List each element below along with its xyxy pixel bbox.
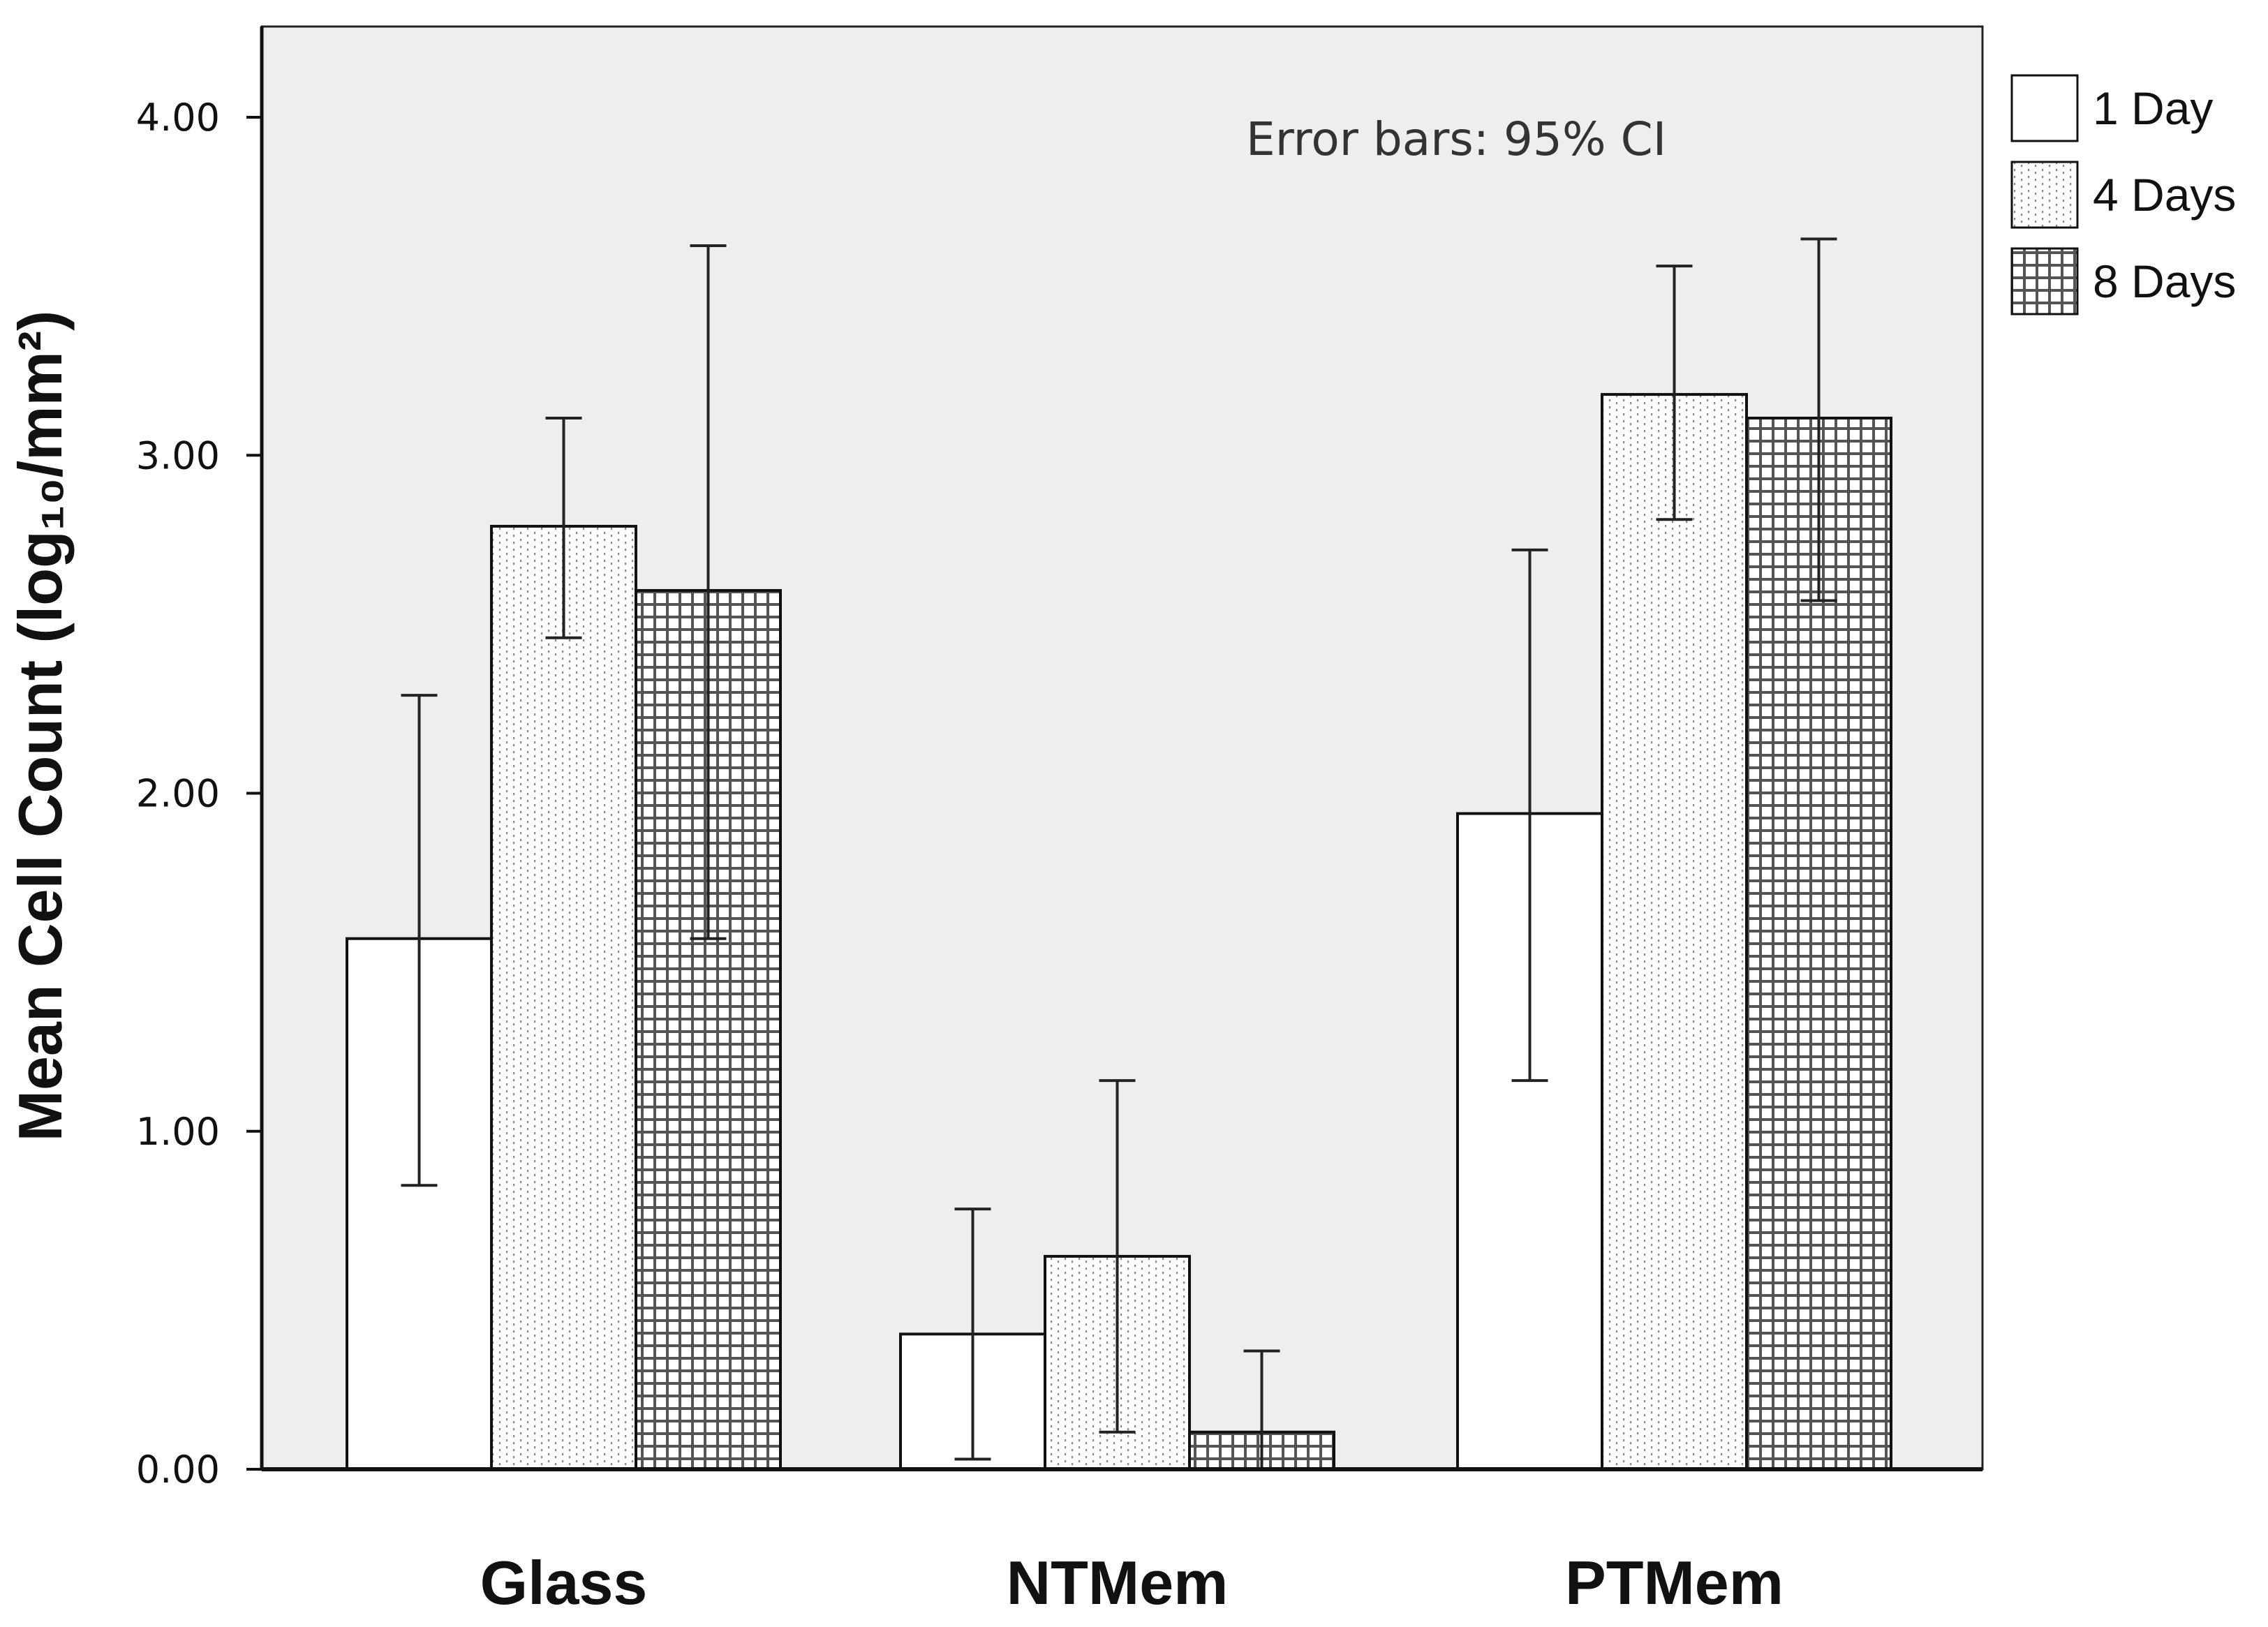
legend-swatch bbox=[2010, 74, 2079, 142]
error-bars-layer bbox=[401, 237, 1837, 1471]
legend-label: 8 Days bbox=[2093, 255, 2236, 307]
bar bbox=[490, 524, 637, 1471]
legend: 1 Day 4 Days 8 Days bbox=[2010, 74, 2236, 315]
legend-swatch bbox=[2010, 247, 2079, 315]
y-tick-label: 0.00 bbox=[136, 1448, 220, 1492]
legend-label: 4 Days bbox=[2093, 169, 2236, 221]
axes-layer: 0.00 1.00 2.00 3.00 4.00 Glass NTMem PTMem bbox=[136, 27, 1982, 1617]
bar bbox=[1601, 393, 1748, 1471]
x-category-label: NTMem bbox=[1007, 1548, 1229, 1617]
y-tick-label: 4.00 bbox=[136, 96, 220, 140]
y-tick-label: 1.00 bbox=[136, 1110, 220, 1154]
legend-label: 1 Day bbox=[2093, 82, 2213, 134]
legend-swatch bbox=[2010, 161, 2079, 229]
x-category-label: Glass bbox=[480, 1548, 648, 1617]
error-bars-annotation: Error bars: 95% CI bbox=[1246, 112, 1666, 166]
y-tick-label: 3.00 bbox=[136, 433, 220, 477]
y-axis-label: Mean Cell Count (log₁₀/mm²) bbox=[6, 311, 75, 1142]
x-category-label: PTMem bbox=[1565, 1548, 1784, 1617]
y-tick-label: 2.00 bbox=[136, 772, 220, 816]
